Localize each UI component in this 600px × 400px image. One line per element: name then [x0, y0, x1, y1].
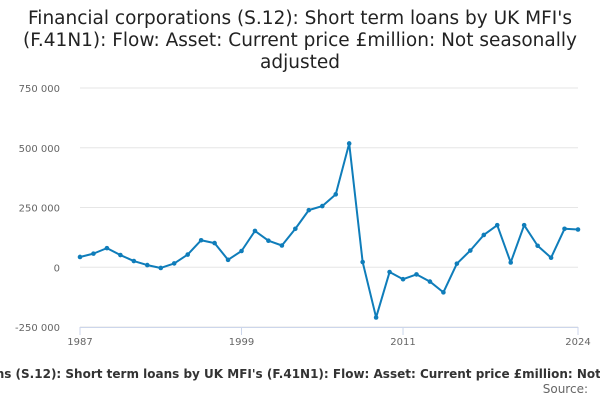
data-point — [198, 237, 204, 243]
data-point — [360, 259, 365, 265]
legend-item-label[interactable]: Financial corporations (S.12): Short ter… — [0, 367, 600, 381]
data-point — [562, 226, 567, 232]
y-axis-tick-labels: -250 000 0 250 000 500 000 750 000 — [15, 84, 60, 334]
data-point — [481, 232, 487, 238]
data-point — [77, 254, 83, 260]
x-tick-label: 2024 — [565, 337, 590, 348]
y-tick-label: -250 000 — [15, 323, 60, 334]
data-point — [454, 261, 460, 266]
source-credit: Source: — [542, 382, 588, 396]
x-axis-tick-labels: 1987 1999 2011 2024 — [67, 337, 590, 348]
data-point — [158, 265, 164, 271]
data-point — [118, 252, 123, 258]
data-point — [225, 257, 231, 263]
data-point — [494, 222, 500, 228]
data-point — [144, 262, 150, 268]
x-axis — [79, 327, 579, 335]
data-points — [77, 141, 581, 320]
data-point — [131, 258, 137, 264]
data-point — [293, 226, 298, 232]
data-point — [171, 261, 177, 266]
data-point — [306, 207, 312, 213]
data-point — [387, 269, 392, 275]
legend[interactable]: Financial corporations (S.12): Short ter… — [0, 366, 600, 382]
x-tick-label: 1999 — [229, 337, 254, 348]
series-line — [79, 142, 579, 319]
x-tick-label: 1987 — [67, 337, 92, 348]
data-point — [441, 290, 446, 295]
data-point — [548, 255, 554, 260]
chart-title: Financial corporations (S.12): Short ter… — [23, 8, 577, 73]
data-point — [319, 203, 325, 209]
data-point — [373, 315, 379, 320]
data-point — [508, 260, 514, 265]
data-point — [575, 227, 581, 232]
data-point — [212, 240, 217, 246]
data-point — [414, 272, 419, 277]
x-tick-label: 2011 — [390, 337, 415, 348]
y-tick-label: 0 — [54, 263, 60, 274]
data-point — [521, 222, 527, 228]
data-point — [91, 251, 96, 256]
data-point — [535, 243, 540, 249]
data-point — [266, 238, 271, 244]
data-point — [346, 141, 352, 146]
data-point — [468, 248, 473, 253]
y-tick-label: 500 000 — [19, 144, 60, 155]
data-point — [279, 243, 285, 248]
data-point — [104, 245, 110, 251]
y-tick-label: 250 000 — [19, 204, 60, 215]
data-point — [400, 276, 406, 282]
data-point — [252, 228, 258, 234]
series-group — [79, 142, 579, 319]
data-point — [185, 252, 190, 257]
data-point — [239, 248, 244, 254]
y-tick-label: 750 000 — [19, 84, 60, 95]
gridlines — [80, 87, 578, 328]
data-point — [333, 192, 339, 197]
data-point — [427, 279, 433, 284]
